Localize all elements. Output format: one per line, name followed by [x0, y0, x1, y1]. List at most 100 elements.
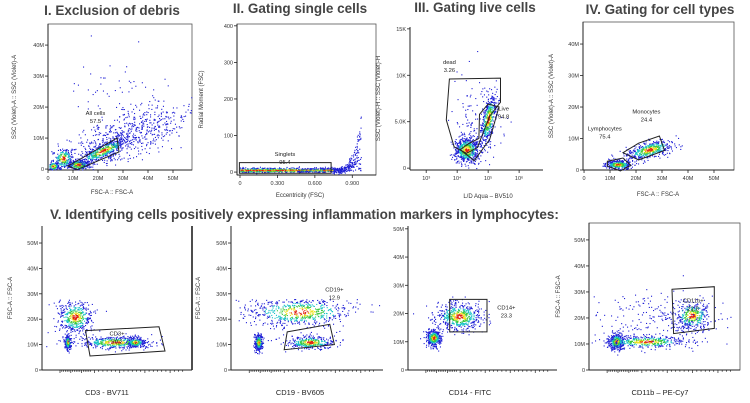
scatter-dot [456, 139, 457, 140]
scatter-dot [500, 126, 501, 127]
scatter-dot [613, 165, 614, 166]
scatter-dot [105, 126, 106, 127]
scatter-dot [495, 94, 496, 95]
scatter-dot [157, 135, 158, 136]
scatter-dot [135, 86, 136, 87]
scatter-dot [455, 149, 456, 150]
scatter-dot [476, 168, 477, 169]
scatter-dot [658, 146, 659, 147]
scatter-dot [334, 173, 335, 174]
scatter-dot [325, 167, 326, 168]
scatter-dot [603, 163, 604, 164]
scatter-dot [473, 153, 474, 154]
scatter-dot [63, 164, 64, 165]
scatter-dot [159, 115, 160, 116]
scatter-dot [83, 130, 84, 131]
scatter-dot [511, 122, 512, 123]
scatter-dot [472, 162, 473, 163]
scatter-dot [339, 169, 340, 170]
panel-5: 010M20M30M40M50MCD3+59.2CD3 - BV711FSC-A… [8, 226, 192, 397]
scatter-dot [140, 118, 141, 119]
scatter-dot [467, 150, 468, 151]
scatter-dot [145, 119, 146, 120]
scatter-dot [129, 128, 130, 129]
scatter-dot [332, 169, 333, 170]
scatter-dot [110, 65, 111, 66]
scatter-dot [88, 162, 89, 163]
scatter-dot [476, 153, 477, 154]
scatter-dot [484, 122, 485, 123]
scatter-dot [305, 171, 306, 172]
scatter-dot [112, 136, 113, 137]
scatter-dot [146, 145, 147, 146]
scatter-dot [133, 134, 134, 135]
scatter-dot [467, 159, 468, 160]
scatter-dot [465, 157, 466, 158]
scatter-dot [491, 96, 492, 97]
scatter-dot [648, 149, 649, 150]
scatter-dot [336, 172, 337, 173]
scatter-dot [131, 142, 132, 143]
scatter-dot [139, 110, 140, 111]
scatter-dot [359, 163, 360, 164]
scatter-dot [150, 143, 151, 144]
scatter-dot [482, 143, 483, 144]
scatter-dot [480, 132, 481, 133]
scatter-dot [606, 167, 607, 168]
scatter-dot [490, 141, 491, 142]
scatter-dot [333, 171, 334, 172]
scatter-dot [355, 154, 356, 155]
scatter-dot [472, 146, 473, 147]
scatter-dot [87, 151, 88, 152]
scatter-dot [640, 156, 641, 157]
x-tick-label: 10³ [422, 176, 430, 182]
scatter-dot [650, 153, 651, 154]
scatter-dot [60, 157, 61, 158]
scatter-dot [463, 154, 464, 155]
scatter-dot [146, 133, 147, 134]
scatter-dot [645, 147, 646, 148]
scatter-dot [102, 120, 103, 121]
scatter-dot [63, 165, 64, 166]
scatter-dot [640, 154, 641, 155]
scatter-dot [608, 164, 609, 165]
scatter-dot [108, 147, 109, 148]
scatter-dot [667, 153, 668, 154]
scatter-dot [357, 136, 358, 137]
scatter-dot [119, 139, 120, 140]
scatter-dot [98, 105, 99, 106]
scatter-dot [60, 152, 61, 153]
scatter-dot [166, 127, 167, 128]
scatter-dot [69, 159, 70, 160]
scatter-dot [82, 169, 83, 170]
scatter-dot [130, 140, 131, 141]
scatter-dot [108, 158, 109, 159]
scatter-dot [105, 78, 106, 79]
scatter-dot [82, 131, 83, 132]
scatter-dot [58, 168, 59, 169]
scatter-dot [634, 155, 635, 156]
scatter-dot [116, 149, 117, 150]
scatter-dot [475, 144, 476, 145]
scatter-dot [620, 164, 621, 165]
scatter-dot [325, 168, 326, 169]
scatter-dot [103, 139, 104, 140]
scatter-dot [136, 137, 137, 138]
scatter-dot [89, 148, 90, 149]
scatter-dot [126, 123, 127, 124]
scatter-dot [490, 144, 491, 145]
scatter-dot [468, 147, 469, 148]
scatter-dot [71, 157, 72, 158]
scatter-dot [133, 81, 134, 82]
scatter-dot [126, 144, 127, 145]
scatter-dot [316, 167, 317, 168]
x-tick-label: 50M [709, 176, 720, 182]
scatter-dot [490, 119, 491, 120]
scatter-dot [623, 163, 624, 164]
scatter-dot [191, 97, 192, 98]
scatter-dot [102, 160, 103, 161]
scatter-dot [647, 154, 648, 155]
scatter-dot [65, 337, 66, 338]
scatter-dot [183, 105, 184, 106]
scatter-dot [494, 99, 495, 100]
